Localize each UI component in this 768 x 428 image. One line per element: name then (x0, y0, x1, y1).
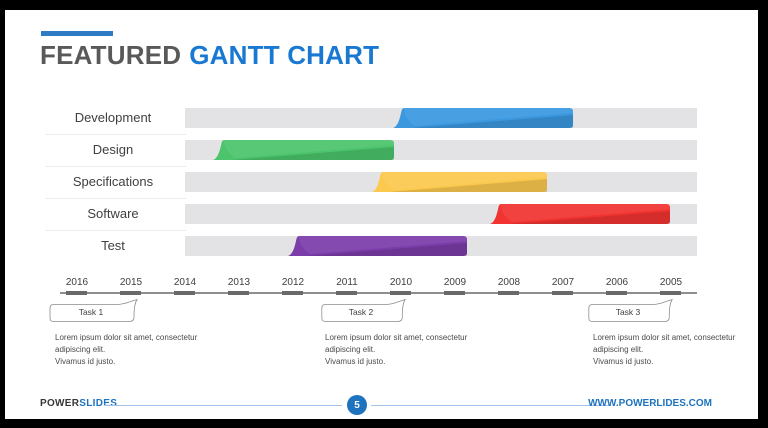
task2-label: Task 2 (348, 307, 374, 317)
row-separator (45, 230, 186, 231)
timeline-tick (336, 291, 357, 295)
year-label: 2016 (65, 277, 89, 288)
task3-description: Lorem ipsum dolor sit amet, consectetur … (593, 333, 736, 366)
footer-divider-right (371, 405, 611, 406)
row-separator (45, 198, 186, 199)
timeline-tick (660, 291, 681, 295)
row-label-specifications: Specifications (72, 174, 154, 189)
timeline-tick (120, 291, 141, 295)
year-label: 2015 (119, 277, 143, 288)
task3-label: Task 3 (615, 307, 641, 317)
row-label-development: Development (74, 110, 152, 125)
timeline-axis (60, 292, 697, 294)
title-prefix: FEATURED (40, 40, 182, 70)
row-separator (45, 166, 186, 167)
year-label: 2009 (443, 277, 467, 288)
timeline-tick (66, 291, 87, 295)
gantt-bar-design (213, 140, 394, 160)
task3-callout-shape (588, 298, 673, 322)
timeline-tick (390, 291, 411, 295)
year-label: 2005 (659, 277, 683, 288)
title-highlight: GANTT CHART (189, 40, 380, 70)
year-label: 2011 (336, 277, 358, 288)
row-label-software: Software (87, 206, 139, 221)
year-label: 2012 (281, 277, 305, 288)
timeline-tick (174, 291, 195, 295)
gantt-bar-development (393, 108, 573, 128)
task2-callout-shape (321, 298, 406, 322)
task1-callout-shape (49, 298, 138, 322)
gantt-bar-software (490, 204, 670, 224)
timeline-tick (498, 291, 519, 295)
year-label: 2014 (173, 277, 197, 288)
task1-label: Task 1 (78, 307, 104, 317)
website-link[interactable]: WWW.POWERLIDES.COM (588, 398, 712, 409)
year-label: 2007 (551, 277, 575, 288)
row-separator (45, 134, 186, 135)
year-label: 2010 (389, 277, 413, 288)
gantt-bar-test (288, 236, 467, 256)
timeline-tick (228, 291, 249, 295)
gantt-bar-specifications (372, 172, 547, 192)
page-title: FEATURED GANTT CHART (40, 40, 379, 71)
timeline-tick (552, 291, 573, 295)
footer-divider-left (104, 405, 342, 406)
timeline-tick (444, 291, 465, 295)
page-number-badge: 5 (347, 395, 367, 415)
year-label: 2006 (605, 277, 629, 288)
brand-logo: POWERSLIDES (40, 398, 117, 409)
row-label-test: Test (101, 238, 125, 253)
brand-suffix: SLIDES (79, 398, 118, 409)
task2-description: Lorem ipsum dolor sit amet, consectetur … (325, 333, 468, 366)
timeline-tick (282, 291, 303, 295)
year-label: 2013 (227, 277, 251, 288)
title-accent-dash (41, 31, 113, 36)
row-label-design: Design (92, 142, 134, 157)
year-label: 2008 (497, 277, 521, 288)
brand-prefix: POWER (40, 398, 80, 409)
task1-description: Lorem ipsum dolor sit amet, consectetur … (55, 333, 198, 366)
timeline-tick (606, 291, 627, 295)
